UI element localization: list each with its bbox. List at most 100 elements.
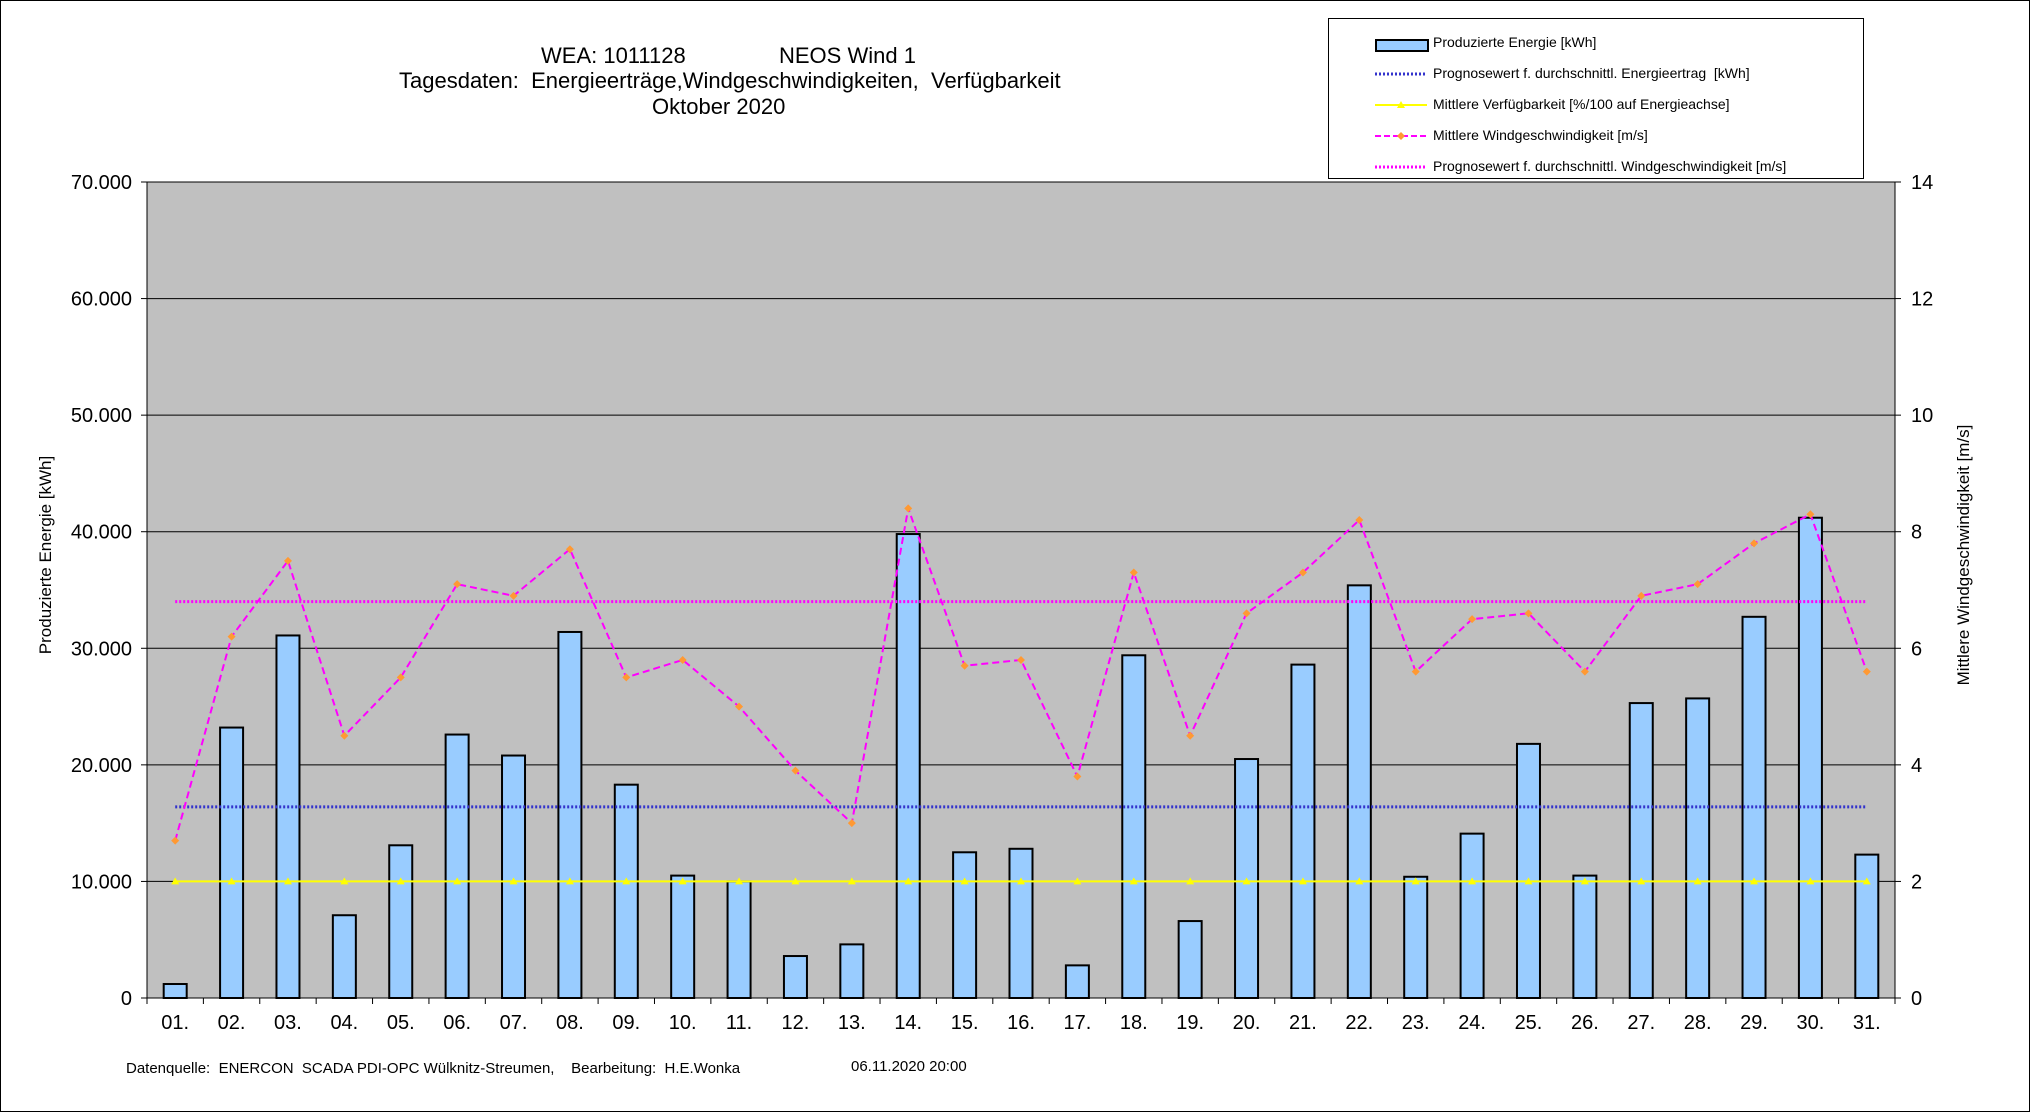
wind-point-05 <box>396 673 405 682</box>
wind-point-20 <box>1242 609 1251 618</box>
bar-23 <box>1403 875 1429 999</box>
availability-marker <box>1242 877 1251 885</box>
x-tick-label: 04. <box>330 1012 358 1034</box>
x-tick-label: 02. <box>218 1012 246 1034</box>
availability-marker <box>509 877 518 885</box>
availability-marker <box>1298 877 1307 885</box>
legend-label: Prognosewert f. durchschnittl. Windgesch… <box>1433 158 1787 174</box>
bar-22 <box>1346 584 1372 1000</box>
wind-point-04 <box>340 731 349 740</box>
legend-item-energy-forecast: Prognosewert f. durchschnittl. Energieer… <box>1329 64 1863 84</box>
x-tick-label: 27. <box>1627 1012 1655 1034</box>
y-axis-label: Produzierte Energie [kWh] <box>36 456 55 654</box>
wind-point-30 <box>1806 510 1815 519</box>
y2-tick-label: 14 <box>1911 172 1933 194</box>
x-tick-label: 25. <box>1515 1012 1543 1034</box>
x-tick-label: 18. <box>1120 1012 1148 1034</box>
axes: 0 0 10.000 2 20.000 4 30.000 6 40.000 8 50.000 10 60… <box>71 172 1933 1034</box>
wind-point-26 <box>1580 667 1589 676</box>
availability-marker <box>1524 877 1533 885</box>
x-tick-label: 13. <box>838 1012 866 1034</box>
wind-speed-line <box>171 504 1871 845</box>
wind-point-14 <box>904 504 913 513</box>
wind-point-06 <box>453 580 462 589</box>
x-tick-label: 19. <box>1176 1012 1204 1034</box>
footer-source: Datenquelle: ENERCON SCADA PDI-OPC Wülkn… <box>126 1060 741 1077</box>
y-tick-label: 20.000 <box>71 755 132 777</box>
bar-01 <box>162 983 188 999</box>
x-tick-label: 20. <box>1233 1012 1261 1034</box>
x-tick-label: 21. <box>1289 1012 1317 1034</box>
wind-point-11 <box>735 702 744 711</box>
x-tick-label: 07. <box>500 1012 528 1034</box>
x-tick-label: 24. <box>1458 1012 1486 1034</box>
bar-08 <box>557 630 583 999</box>
availability-marker <box>791 877 800 885</box>
wind-point-15 <box>960 661 969 670</box>
y2-tick-label: 2 <box>1911 871 1922 893</box>
bar-28 <box>1685 697 1711 999</box>
availability-marker <box>847 877 856 885</box>
x-tick-label: 31. <box>1853 1012 1881 1034</box>
bar-27 <box>1628 702 1654 999</box>
y-tick-label: 60.000 <box>71 289 132 311</box>
availability-marker <box>453 877 462 885</box>
legend-label: Prognosewert f. durchschnittl. Energieer… <box>1433 65 1750 81</box>
wind-point-16 <box>1017 655 1025 664</box>
bar-05 <box>388 844 414 1000</box>
availability-marker <box>1129 877 1138 885</box>
legend-label: Mittlere Verfügbarkeit [%/100 auf Energi… <box>1433 96 1730 112</box>
footer-timestamp: 06.11.2020 20:00 <box>851 1058 967 1075</box>
reference-lines <box>171 600 1871 885</box>
x-tick-label: 22. <box>1345 1012 1373 1034</box>
availability-marker <box>1468 877 1477 885</box>
bar-07 <box>501 754 527 999</box>
x-tick-label: 08. <box>556 1012 584 1034</box>
bar-06 <box>444 733 470 999</box>
x-tick-label: 28. <box>1684 1012 1712 1034</box>
y2-tick-label: 0 <box>1911 988 1922 1010</box>
y-tick-label: 10.000 <box>71 871 132 893</box>
wind-point-27 <box>1637 591 1646 600</box>
availability-marker <box>1580 877 1589 885</box>
availability-marker <box>1750 877 1759 885</box>
wind-point-08 <box>565 545 574 554</box>
chart-period: Oktober 2020 <box>652 94 786 119</box>
wind-point-12 <box>791 766 800 775</box>
x-tick-label: 29. <box>1740 1012 1768 1034</box>
wind-point-10 <box>678 655 687 664</box>
bar-21 <box>1290 663 1316 999</box>
chart-title-park: NEOS Wind 1 <box>779 43 916 68</box>
x-tick-label: 14. <box>894 1012 922 1034</box>
wind-point-21 <box>1298 568 1307 577</box>
x-tick-label: 03. <box>274 1012 302 1034</box>
legend-item-wind-forecast: Prognosewert f. durchschnittl. Windgesch… <box>1329 157 1863 177</box>
bar-14 <box>895 533 921 999</box>
availability-marker <box>1862 877 1871 885</box>
x-tick-label: 15. <box>951 1012 979 1034</box>
y-tick-label: 50.000 <box>71 405 132 427</box>
x-tick-label: 16. <box>1007 1012 1035 1034</box>
bar-17 <box>1064 964 1090 999</box>
legend-swatch-dotted-blue <box>1375 72 1427 76</box>
x-tick-label: 30. <box>1797 1012 1825 1034</box>
bar-24 <box>1459 832 1485 999</box>
y2-tick-label: 12 <box>1911 289 1933 311</box>
bar-19 <box>1177 920 1203 1000</box>
bar-18 <box>1121 654 1147 1000</box>
x-tick-label: 11. <box>726 1012 752 1034</box>
bar-31 <box>1854 853 1880 999</box>
bar-04 <box>331 914 357 1000</box>
availability-marker <box>227 877 236 885</box>
y2-axis-label: Mittlere Windgeschwindigkeit [m/s] <box>1954 425 1973 686</box>
availability-marker <box>1017 877 1025 885</box>
wind-point-18 <box>1129 568 1138 577</box>
y2-tick-label: 6 <box>1911 638 1922 660</box>
wind-point-09 <box>622 673 631 682</box>
bar-02 <box>219 726 245 999</box>
bar-15 <box>952 851 978 999</box>
availability-marker <box>1637 877 1646 885</box>
availability-marker <box>340 877 349 885</box>
chart-legend: Produzierte Energie [kWh] Prognosewert f… <box>1328 18 1864 179</box>
